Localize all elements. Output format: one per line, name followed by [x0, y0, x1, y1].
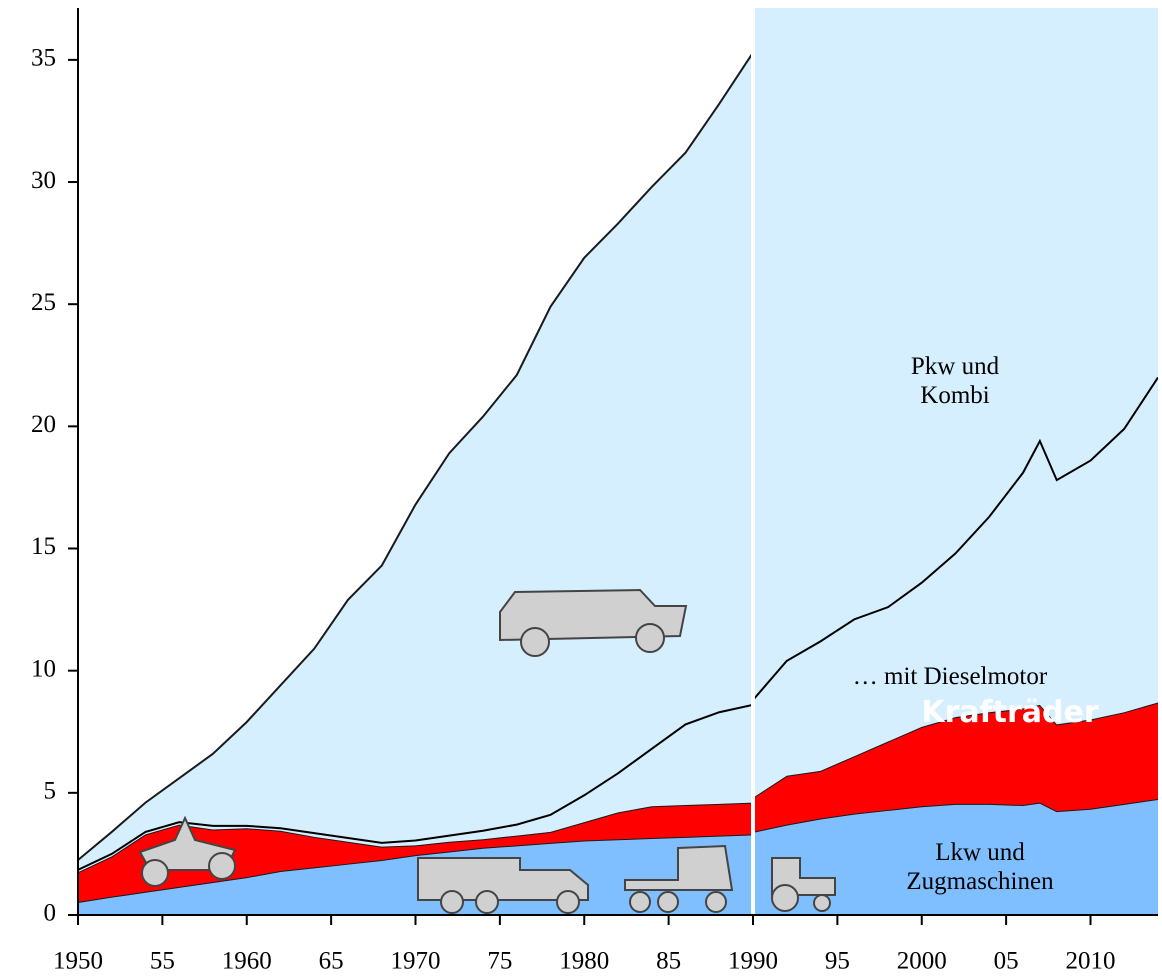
wheel — [521, 628, 549, 656]
x-tick-label: 1970 — [391, 948, 441, 975]
y-tick-label: 0 — [44, 900, 57, 927]
chart: 0510152025303519505519606519707519808519… — [0, 0, 1162, 980]
y-tick-label: 20 — [31, 411, 56, 438]
wheel — [209, 853, 235, 879]
y-tick-label: 30 — [31, 167, 56, 194]
wheel — [636, 624, 664, 652]
wheel — [706, 892, 726, 912]
x-tick-label: 55 — [150, 948, 175, 975]
x-tick-label: 1980 — [559, 948, 609, 975]
x-tick-label: 75 — [487, 948, 512, 975]
x-tick-label: 2000 — [897, 948, 947, 975]
x-tick-label: 95 — [825, 948, 850, 975]
wheel — [441, 891, 463, 913]
wheel — [630, 892, 650, 912]
y-tick-label: 10 — [31, 655, 56, 682]
series-label: … mit Dieselmotor — [800, 662, 1100, 691]
x-tick-label: 1960 — [222, 948, 272, 975]
x-tick-label: 65 — [319, 948, 344, 975]
x-tick-label: 85 — [656, 948, 681, 975]
series-label: Krafträder — [880, 693, 1140, 733]
y-tick-label: 5 — [44, 778, 57, 805]
wheel — [557, 891, 579, 913]
wheel — [814, 895, 830, 911]
wheel — [772, 885, 798, 911]
y-tick-label: 25 — [31, 289, 56, 316]
x-tick-label: 1950 — [53, 948, 103, 975]
y-tick-label: 35 — [31, 45, 56, 72]
wheel — [476, 891, 498, 913]
chart-page: {"chart_data": {"type": "area", "x": [19… — [0, 0, 1162, 980]
wheel — [658, 892, 678, 912]
series-label: Pkw und Kombi — [880, 352, 1030, 410]
x-tick-label: 05 — [994, 948, 1019, 975]
x-tick-label: 1990 — [728, 948, 778, 975]
y-tick-label: 15 — [31, 533, 56, 560]
series-label: Lkw und Zugmaschinen — [880, 838, 1080, 896]
wheel — [142, 860, 168, 886]
plot-area — [78, 0, 1158, 915]
x-tick-label: 2010 — [1066, 948, 1116, 975]
